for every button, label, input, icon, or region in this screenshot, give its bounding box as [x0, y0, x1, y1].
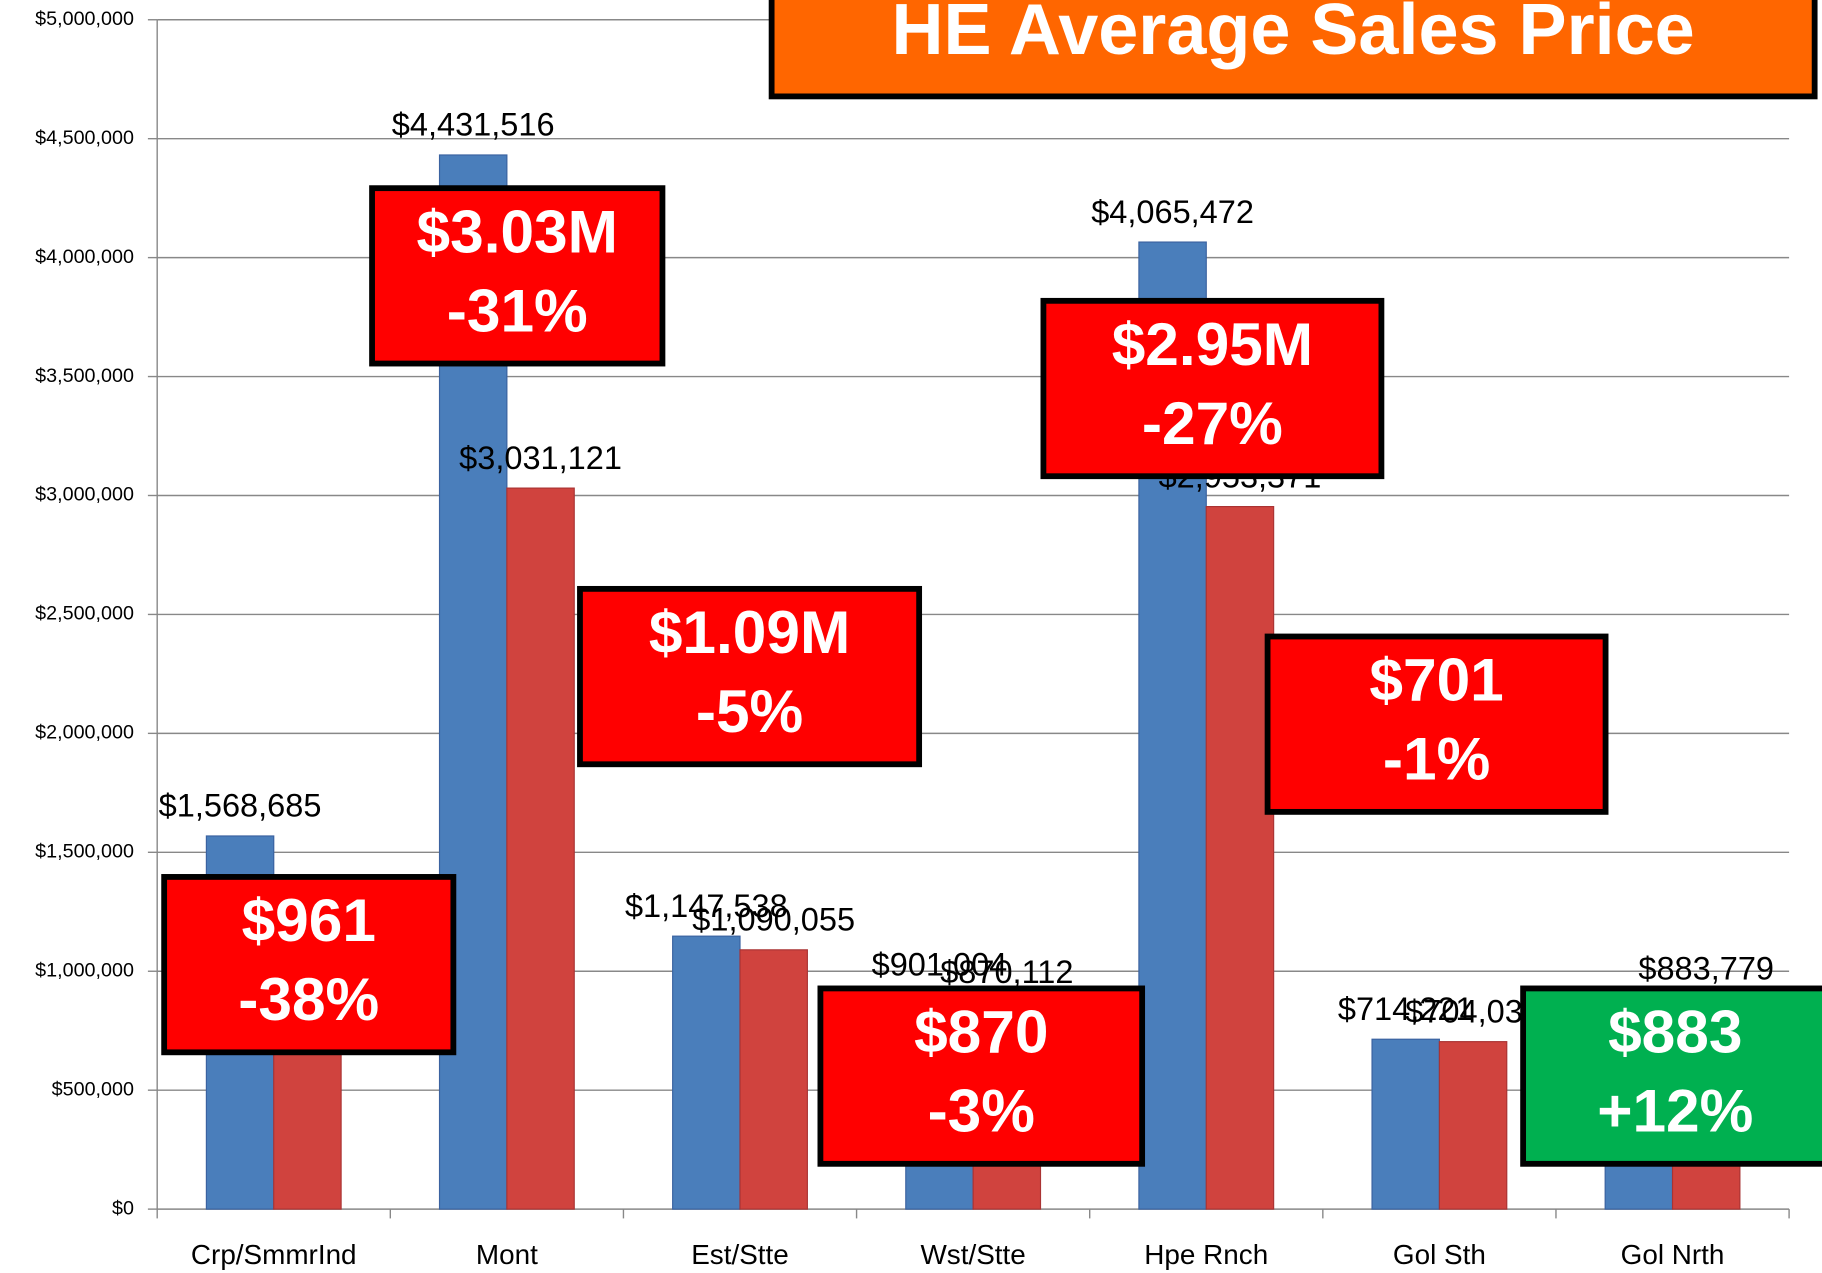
x-tick-label: Gol Sth: [1393, 1239, 1486, 1270]
value-label: $704,031: [1405, 993, 1541, 1029]
annotation-text: -1%: [1383, 725, 1490, 793]
annotation-text: $1.09M: [649, 598, 850, 666]
y-tick-label: $5,000,000: [35, 8, 134, 30]
y-tick-label: $2,000,000: [35, 722, 134, 744]
title-box: [768, 0, 1818, 100]
bar: [1371, 1038, 1440, 1210]
value-label: $1,090,055: [692, 902, 855, 938]
annotation-text: -31%: [447, 276, 588, 344]
value-label: $3,031,121: [459, 440, 622, 476]
y-tick-label: $0: [112, 1197, 134, 1219]
y-tick-label: $3,000,000: [35, 484, 134, 506]
value-label: $1,568,685: [159, 788, 322, 824]
bar: [1205, 506, 1275, 1210]
x-tick-label: Mont: [476, 1239, 538, 1270]
annotation-box: [1040, 297, 1385, 480]
bar: [672, 935, 741, 1210]
annotation-box: [1264, 633, 1609, 815]
annotation-text: +12%: [1597, 1077, 1753, 1145]
annotation-text: $883: [1608, 998, 1742, 1066]
value-label: $714,221: [1338, 991, 1474, 1027]
annotation-text: -38%: [238, 965, 379, 1033]
annotation-box: [369, 185, 666, 367]
value-label: $4,065,472: [1091, 194, 1254, 230]
x-tick-label: Wst/Stte: [921, 1239, 1026, 1270]
annotation-box: [577, 585, 923, 768]
y-tick-label: $500,000: [52, 1078, 134, 1100]
value-label: $870,112: [940, 954, 1073, 990]
annotation-text: $701: [1369, 646, 1503, 714]
annotation-text: $961: [242, 886, 376, 954]
x-tick-label: Crp/SmmrInd: [191, 1239, 357, 1270]
y-tick-label: $2,500,000: [35, 603, 134, 625]
value-label: $1,147,538: [625, 888, 788, 924]
annotation-text: -3%: [928, 1077, 1035, 1145]
annotation-text: $870: [914, 998, 1048, 1066]
bar: [1438, 1041, 1508, 1210]
annotation-box: [161, 874, 457, 1056]
value-label: $901,004: [872, 947, 1008, 983]
annotation-text: -27%: [1142, 389, 1283, 457]
y-tick-label: $4,000,000: [35, 246, 134, 268]
annotation-box: [817, 985, 1146, 1167]
annotation-box: [1520, 985, 1822, 1167]
x-tick-label: Gol Nrth: [1621, 1239, 1725, 1270]
value-label: $4,431,516: [392, 107, 555, 143]
x-tick-label: Hpe Rnch: [1144, 1239, 1268, 1270]
chart-title: HE Average Sales Price: [892, 0, 1695, 70]
y-tick-label: $1,500,000: [35, 841, 134, 863]
annotation-text: -5%: [696, 677, 803, 745]
y-tick-label: $4,500,000: [35, 127, 134, 149]
annotation-text: $2.95M: [1112, 310, 1313, 378]
y-tick-label: $3,500,000: [35, 365, 134, 387]
y-tick-label: $1,000,000: [35, 959, 134, 981]
x-tick-label: Est/Stte: [691, 1239, 789, 1270]
bar: [739, 949, 808, 1210]
annotation-text: $3.03M: [417, 197, 618, 265]
value-label: $883,779: [1638, 951, 1774, 987]
bar: [506, 487, 575, 1210]
